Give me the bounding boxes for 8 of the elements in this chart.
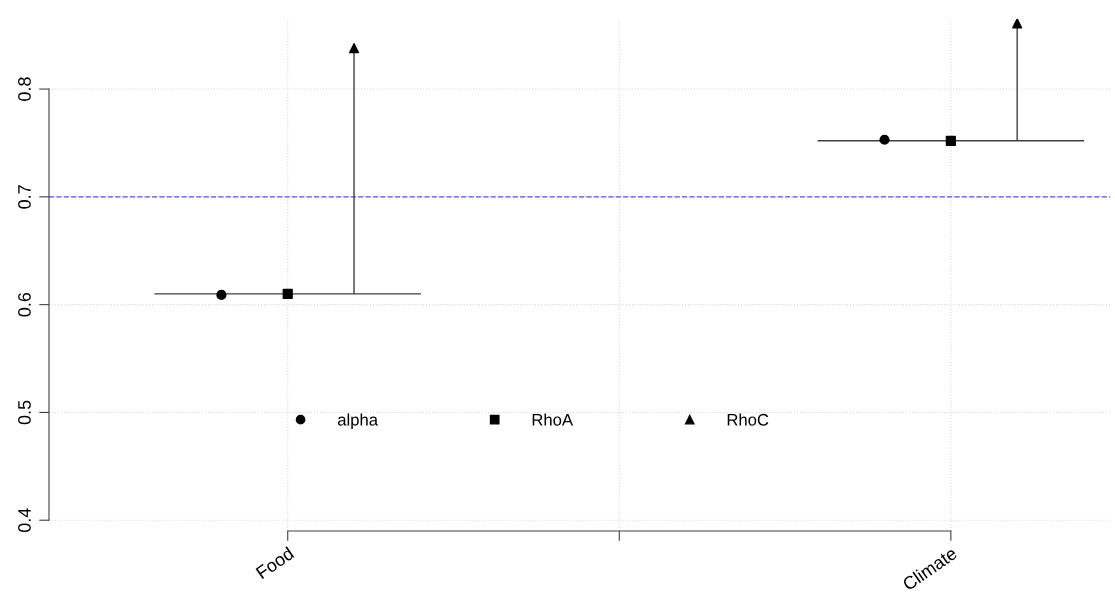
- y-tick-label: 0.8: [18, 77, 31, 101]
- legend-label: RhoA: [532, 413, 574, 426]
- y-tick-label: 0.6: [18, 292, 31, 317]
- legend-label: RhoC: [727, 413, 769, 426]
- legend-label: alpha: [337, 413, 379, 429]
- y-tick-label: 0.7: [18, 185, 31, 209]
- y-tick-label: 0.5: [18, 400, 31, 425]
- y-tick-label: 0.4: [18, 508, 31, 533]
